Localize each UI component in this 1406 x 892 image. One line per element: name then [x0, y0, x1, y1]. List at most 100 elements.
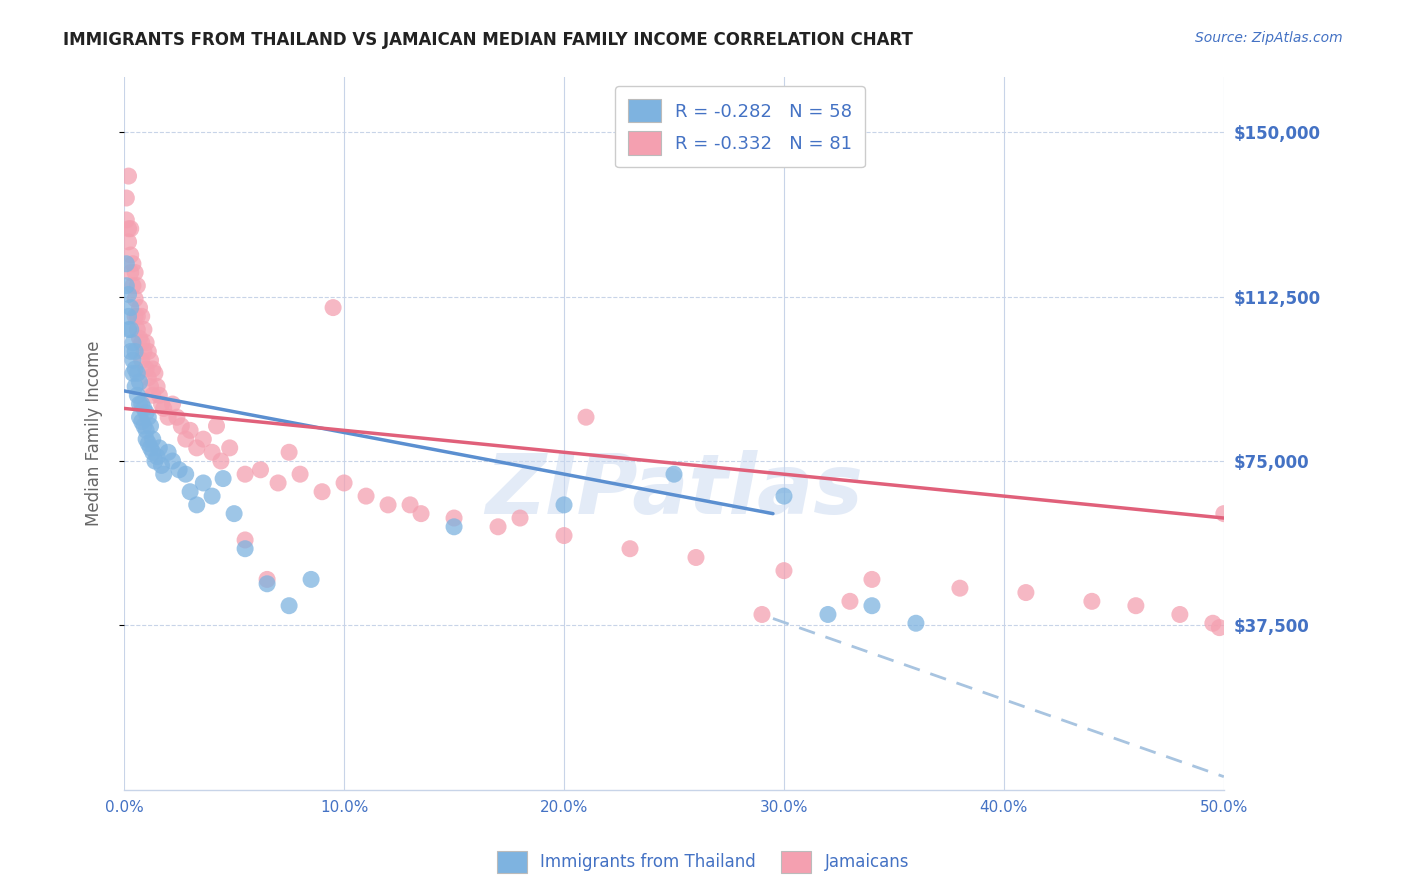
Point — [575, 410, 598, 425]
Legend: Immigrants from Thailand, Jamaicans: Immigrants from Thailand, Jamaicans — [491, 845, 915, 880]
Point — [132, 419, 155, 434]
Point — [139, 353, 162, 368]
Point — [1202, 616, 1225, 631]
Point — [128, 375, 150, 389]
Point — [1208, 621, 1230, 635]
Point — [157, 445, 180, 459]
Point — [120, 301, 142, 315]
Point — [128, 410, 150, 425]
Point — [122, 278, 145, 293]
Point — [486, 520, 509, 534]
Point — [124, 379, 146, 393]
Point — [224, 507, 246, 521]
Point — [152, 401, 174, 416]
Point — [773, 564, 796, 578]
Point — [135, 406, 157, 420]
Point — [127, 322, 149, 336]
Point — [179, 423, 201, 437]
Point — [122, 367, 145, 381]
Point — [142, 388, 165, 402]
Point — [443, 511, 465, 525]
Point — [122, 257, 145, 271]
Point — [201, 445, 224, 459]
Point — [773, 489, 796, 503]
Point — [127, 310, 149, 324]
Point — [553, 498, 575, 512]
Point — [128, 331, 150, 345]
Point — [124, 362, 146, 376]
Point — [131, 335, 153, 350]
Point — [115, 213, 138, 227]
Point — [278, 445, 301, 459]
Point — [179, 484, 201, 499]
Point — [127, 278, 149, 293]
Point — [120, 221, 142, 235]
Point — [115, 257, 138, 271]
Point — [142, 432, 165, 446]
Point — [256, 576, 278, 591]
Point — [146, 450, 169, 464]
Point — [278, 599, 301, 613]
Point — [288, 467, 311, 482]
Point — [1081, 594, 1104, 608]
Point — [131, 353, 153, 368]
Point — [333, 475, 356, 490]
Point — [131, 415, 153, 429]
Text: IMMIGRANTS FROM THAILAND VS JAMAICAN MEDIAN FAMILY INCOME CORRELATION CHART: IMMIGRANTS FROM THAILAND VS JAMAICAN MED… — [63, 31, 912, 49]
Point — [167, 463, 190, 477]
Point — [136, 344, 159, 359]
Point — [136, 370, 159, 384]
Point — [212, 472, 235, 486]
Point — [122, 335, 145, 350]
Point — [139, 419, 162, 434]
Point — [267, 475, 290, 490]
Point — [148, 388, 170, 402]
Point — [115, 278, 138, 293]
Point — [135, 432, 157, 446]
Point — [124, 310, 146, 324]
Point — [233, 533, 256, 547]
Point — [135, 362, 157, 376]
Point — [193, 432, 215, 446]
Point — [117, 221, 139, 235]
Point — [209, 454, 232, 468]
Point — [817, 607, 839, 622]
Point — [949, 581, 972, 595]
Point — [509, 511, 531, 525]
Point — [124, 292, 146, 306]
Point — [124, 344, 146, 359]
Point — [162, 397, 184, 411]
Point — [128, 301, 150, 315]
Point — [150, 458, 173, 473]
Point — [135, 335, 157, 350]
Point — [131, 310, 153, 324]
Point — [322, 301, 344, 315]
Point — [1125, 599, 1147, 613]
Point — [193, 475, 215, 490]
Point — [136, 436, 159, 450]
Point — [143, 454, 166, 468]
Point — [619, 541, 641, 556]
Point — [170, 419, 193, 434]
Point — [120, 344, 142, 359]
Point — [751, 607, 773, 622]
Point — [443, 520, 465, 534]
Point — [186, 498, 208, 512]
Point — [174, 432, 197, 446]
Point — [142, 445, 165, 459]
Point — [1212, 507, 1234, 521]
Point — [128, 397, 150, 411]
Point — [218, 441, 240, 455]
Text: ZIPatlas: ZIPatlas — [485, 450, 863, 531]
Point — [120, 322, 142, 336]
Point — [117, 322, 139, 336]
Point — [139, 441, 162, 455]
Point — [299, 573, 322, 587]
Point — [662, 467, 685, 482]
Point — [146, 379, 169, 393]
Point — [839, 594, 862, 608]
Point — [132, 344, 155, 359]
Point — [860, 599, 883, 613]
Point — [131, 397, 153, 411]
Point — [256, 573, 278, 587]
